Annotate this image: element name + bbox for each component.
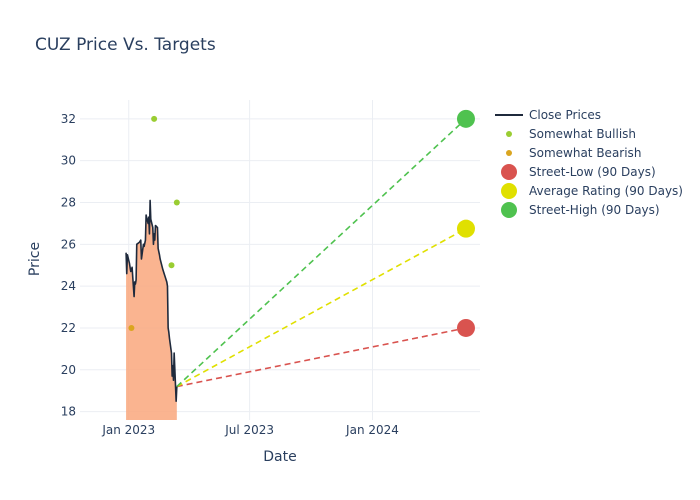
target-lines [176,118,467,388]
tick-labels: Jan 2023 Jul 2023 Jan 2024 18 20 22 24 26 28 30 32 [61,112,399,437]
legend-label: Close Prices [529,108,601,122]
legend-swatch [501,202,517,218]
area-fill [126,200,177,420]
y-tick-label: 20 [61,363,76,377]
legend: Close Prices Somewhat Bullish Somewhat Bea… [495,108,683,218]
legend-label: Somewhat Bearish [529,146,641,160]
x-tick-label: Jul 2023 [224,423,274,437]
y-axis-title: Price [27,242,43,276]
rating-point [173,199,180,206]
close-line [125,199,178,402]
y-tick-label: 30 [61,154,76,168]
y-tick-label: 28 [61,195,76,209]
x-tick-label: Jan 2024 [345,423,399,437]
target-line [176,118,467,388]
x-tick-label: Jan 2023 [101,423,155,437]
legend-swatch [506,150,512,156]
y-tick-label: 24 [61,279,76,293]
legend-label: Somewhat Bullish [529,127,636,141]
chart-title: CUZ Price Vs. Targets [35,35,216,55]
x-axis-title: Date [263,449,296,465]
y-tick-label: 22 [61,321,76,335]
target-line [176,327,467,388]
legend-swatch [501,183,517,199]
rating-point [151,115,158,122]
y-tick-label: 18 [61,405,76,419]
rating-point [128,324,135,331]
rating-point [168,262,175,269]
legend-label: Street-High (90 Days) [529,203,660,217]
close-price-area [126,200,177,420]
target-line [176,227,467,388]
target-marker [456,109,475,128]
target-marker [456,318,475,337]
target-marker [456,219,475,238]
close-price-line [125,199,178,402]
legend-swatch [506,131,512,137]
scatter-points [128,109,475,337]
legend-label: Average Rating (90 Days) [529,184,683,198]
legend-label: Street-Low (90 Days) [529,165,656,179]
legend-swatch [501,164,517,180]
y-tick-label: 26 [61,237,76,251]
y-tick-label: 32 [61,112,76,126]
